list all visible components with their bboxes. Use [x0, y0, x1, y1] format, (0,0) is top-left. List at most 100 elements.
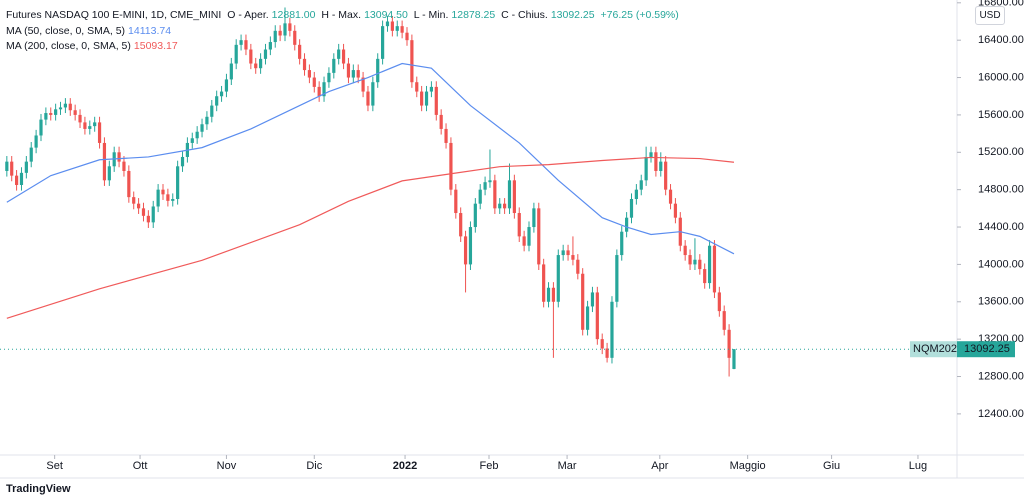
candle-body [659, 161, 663, 171]
candle-body [298, 44, 302, 59]
candle-body [293, 30, 297, 45]
candle-body [546, 287, 551, 302]
candle-body [278, 30, 282, 36]
candle-body [268, 42, 272, 50]
y-tick-label: 14400.00 [978, 221, 1024, 233]
candle-body [73, 110, 77, 115]
candle-body [151, 206, 155, 223]
candle-body [49, 113, 53, 115]
ma-name: MA (200, close, 0, SMA, 5) [6, 40, 131, 52]
candle-body [97, 122, 102, 143]
candle-body [527, 227, 531, 246]
candle-body [68, 103, 72, 111]
ma-legend: MA (200, close, 0, SMA, 5) 15093.17 [6, 40, 181, 52]
candle-body [93, 122, 97, 127]
candle-body [351, 70, 355, 78]
candle-body [542, 264, 546, 302]
candle-body [171, 199, 175, 201]
candle-body [117, 152, 121, 162]
candle-body [346, 63, 351, 78]
y-tick-label: 12800.00 [978, 370, 1024, 382]
candle-body [410, 40, 414, 83]
candle-body [673, 203, 678, 218]
candle-body [224, 79, 229, 92]
x-tick-label: Ott [133, 460, 148, 472]
logo: TradingView [6, 483, 71, 495]
candle-body [376, 58, 380, 83]
candle-body [288, 23, 292, 31]
candle-body [571, 255, 575, 260]
candle-body [371, 82, 375, 106]
y-tick-label: 16400.00 [978, 34, 1024, 46]
y-tick-label: 16800.00 [978, 0, 1024, 9]
candle-body [576, 259, 580, 274]
candle-body [434, 86, 438, 115]
candle-body [200, 124, 204, 132]
y-tick-label: 14000.00 [978, 258, 1024, 270]
candle-body [302, 58, 307, 71]
open-value: 12881.00 [271, 9, 316, 21]
candle-body [551, 287, 556, 302]
candle-body [239, 40, 243, 45]
candle-body [34, 135, 38, 148]
candle-body [146, 215, 150, 223]
currency-button[interactable]: USD [975, 6, 1005, 25]
candle-body [488, 180, 492, 183]
candle-body [14, 175, 19, 185]
candle-body [337, 49, 341, 59]
candle-body [385, 21, 390, 27]
candle-body [229, 63, 233, 80]
y-tick-label: 14800.00 [978, 184, 1024, 196]
candle-body [307, 70, 312, 78]
candle-body [58, 107, 63, 110]
candle-body [29, 147, 33, 162]
candle-body [507, 180, 512, 209]
candle-body [717, 292, 721, 312]
candle-body [605, 348, 609, 358]
ticker-box [910, 341, 957, 358]
candle-body [727, 329, 731, 358]
candle-body [722, 311, 726, 330]
moving-average [6, 62, 735, 255]
candle-body [595, 292, 599, 340]
change: +76.25 (+0.59%) [600, 9, 679, 21]
candle-body [664, 161, 668, 190]
candle-body [654, 152, 658, 171]
candle-body [54, 109, 58, 115]
candle-body [615, 255, 619, 302]
x-tick-label: Maggio [730, 460, 766, 472]
candle-body [585, 306, 590, 330]
candle-body [517, 213, 521, 237]
candle-body [5, 161, 9, 171]
candle-body [493, 180, 497, 209]
x-tick-label: Giu [823, 460, 840, 472]
candle-body [503, 203, 507, 209]
candle-body [332, 58, 336, 73]
candle-body [132, 197, 136, 204]
y-tick-label: 15200.00 [978, 146, 1024, 158]
close-label: C - Chius. [501, 9, 548, 21]
candle-body [122, 161, 126, 171]
y-tick-label: 13600.00 [978, 296, 1024, 308]
candle-body [107, 166, 111, 181]
candle-body [537, 208, 541, 265]
candle-body [63, 103, 67, 108]
candle-body [176, 166, 180, 200]
candle-body [249, 49, 253, 64]
low-value: 12878.25 [451, 9, 496, 21]
x-tick-label: Lug [909, 460, 927, 472]
candle-body [259, 58, 263, 69]
candle-body [405, 32, 409, 41]
candle-body [498, 203, 502, 209]
candle-body [415, 82, 419, 92]
y-tick-label: 15600.00 [978, 109, 1024, 121]
close-value: 13092.25 [550, 9, 595, 21]
candle-body [127, 170, 131, 198]
candle-body [361, 77, 365, 92]
candle-body [283, 23, 287, 36]
x-tick-label: 2022 [393, 460, 417, 472]
candle-body [395, 26, 399, 31]
candle-body [707, 245, 712, 284]
